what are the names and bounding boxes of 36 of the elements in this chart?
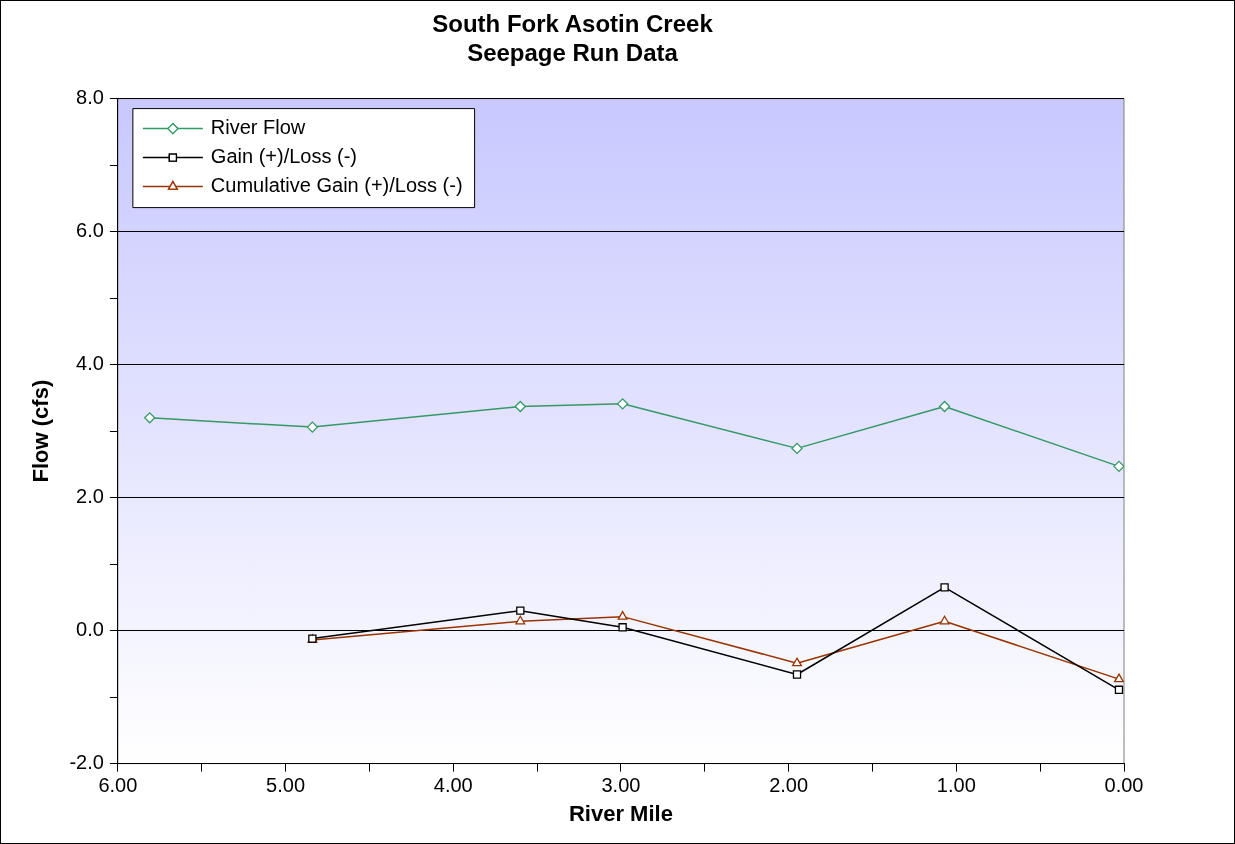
x-tick-label: 6.00 <box>98 774 138 797</box>
point <box>144 412 156 424</box>
point <box>616 398 629 410</box>
y-tick-label: 4.0 <box>76 352 104 375</box>
legend-label: River Flow <box>210 116 306 139</box>
y-tick-label: 6.0 <box>76 219 104 242</box>
x-tick-label: 4.00 <box>433 774 473 797</box>
y-tick-label: 2.0 <box>76 485 104 508</box>
point <box>1114 685 1124 694</box>
point <box>516 606 525 615</box>
x-tick-label: 2.00 <box>769 774 809 797</box>
point <box>939 615 950 625</box>
point <box>792 670 802 679</box>
point <box>514 400 526 413</box>
x-tick-label: 5.00 <box>266 774 306 797</box>
legend-label: Cumulative Gain (+)/Loss (-) <box>210 174 463 197</box>
y-axis-title: Flow (cfs) <box>28 379 54 483</box>
point <box>618 623 627 632</box>
x-tick-label: 0.00 <box>1104 774 1144 797</box>
point <box>306 421 319 433</box>
y-tick-label: 8.0 <box>76 86 104 109</box>
chart-title: South Fork Asotin Creek Seepage Run Data <box>432 10 714 66</box>
point <box>617 610 628 620</box>
y-tick-label: 0.0 <box>76 618 104 641</box>
x-axis-title: River Mile <box>568 800 673 826</box>
y-tick-label: -2.0 <box>69 751 104 774</box>
point <box>938 400 951 413</box>
point <box>791 442 803 455</box>
point <box>792 657 802 667</box>
x-tick-label: 1.00 <box>936 774 976 797</box>
legend-label: Gain (+)/Loss (-) <box>210 145 358 168</box>
point <box>940 583 949 592</box>
point <box>1113 673 1124 683</box>
x-tick-label: 3.00 <box>601 774 641 797</box>
point <box>1113 460 1124 472</box>
point <box>515 615 526 625</box>
